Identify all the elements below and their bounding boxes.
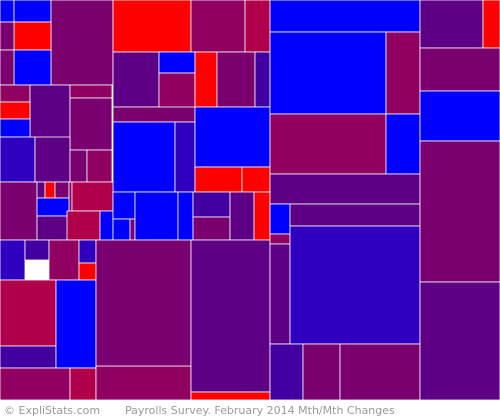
treemap-tile[interactable]	[129, 218, 136, 241]
treemap-tile[interactable]	[0, 118, 31, 138]
treemap-tile[interactable]	[99, 210, 114, 241]
treemap-tile[interactable]	[269, 243, 291, 345]
treemap-tile[interactable]	[269, 113, 387, 175]
treemap-chart	[0, 0, 500, 400]
treemap-tile[interactable]	[36, 215, 70, 241]
treemap-tile[interactable]	[216, 51, 256, 108]
treemap-tile[interactable]	[134, 191, 179, 241]
treemap-tile[interactable]	[419, 281, 500, 400]
treemap-tile[interactable]	[55, 279, 97, 369]
treemap-tile[interactable]	[419, 90, 500, 142]
treemap-tile[interactable]	[69, 84, 113, 99]
treemap-tile[interactable]	[254, 51, 271, 108]
treemap-tile[interactable]	[86, 149, 113, 183]
treemap-tile[interactable]	[241, 166, 271, 193]
treemap-tile[interactable]	[419, 140, 500, 283]
footer-credit: © ExpliStats.com	[4, 404, 101, 417]
treemap-tile[interactable]	[269, 0, 421, 33]
treemap-tile[interactable]	[50, 0, 114, 86]
treemap-tile[interactable]	[192, 191, 231, 218]
treemap-tile[interactable]	[71, 181, 114, 212]
treemap-tile[interactable]	[36, 181, 46, 199]
treemap-tile[interactable]	[0, 21, 15, 51]
treemap-tile[interactable]	[29, 84, 71, 139]
treemap-tile[interactable]	[112, 51, 160, 108]
treemap-tile[interactable]	[419, 0, 484, 49]
treemap-tile[interactable]	[244, 0, 271, 53]
treemap-tile[interactable]	[229, 191, 255, 241]
treemap-tile[interactable]	[482, 0, 500, 49]
treemap-tile[interactable]	[289, 225, 421, 345]
treemap-tile[interactable]	[302, 343, 341, 400]
treemap-tile[interactable]	[385, 113, 421, 175]
treemap-tile[interactable]	[112, 106, 196, 123]
footer: © ExpliStats.com Payrolls Survey. Februa…	[0, 402, 500, 420]
treemap-tile[interactable]	[0, 136, 36, 183]
treemap-tile[interactable]	[13, 49, 52, 86]
treemap-tile[interactable]	[112, 121, 176, 193]
treemap-tile[interactable]	[158, 51, 196, 74]
treemap-tile[interactable]	[0, 239, 26, 281]
treemap-tile[interactable]	[13, 0, 52, 23]
treemap-tile[interactable]	[194, 106, 271, 168]
chart-caption: Payrolls Survey. February 2014 Mth/Mth C…	[125, 404, 395, 417]
treemap-tile[interactable]	[289, 203, 421, 227]
treemap-tile[interactable]	[190, 239, 271, 393]
treemap-tile[interactable]	[253, 191, 271, 241]
treemap-tile[interactable]	[69, 149, 88, 183]
treemap-tile[interactable]	[48, 239, 80, 281]
treemap-tile[interactable]	[194, 166, 243, 193]
treemap-tile[interactable]	[174, 121, 196, 193]
treemap-tile[interactable]	[192, 216, 231, 241]
treemap-tile[interactable]	[0, 84, 31, 103]
treemap-tile[interactable]	[112, 0, 192, 53]
treemap-tile[interactable]	[0, 367, 71, 400]
treemap-tile[interactable]	[69, 97, 113, 151]
treemap-tile[interactable]	[194, 51, 218, 108]
treemap-tile[interactable]	[95, 365, 192, 400]
treemap-tile[interactable]	[78, 239, 97, 264]
treemap-tile[interactable]	[44, 181, 56, 199]
treemap-tile[interactable]	[190, 0, 246, 53]
treemap-tile[interactable]	[78, 262, 97, 281]
treemap-tile[interactable]	[36, 197, 70, 217]
treemap-tile[interactable]	[66, 210, 101, 241]
treemap-tile[interactable]	[95, 239, 192, 367]
treemap-tile[interactable]	[0, 345, 57, 369]
treemap-tile[interactable]	[0, 181, 38, 241]
treemap-tile[interactable]	[339, 343, 421, 400]
treemap-tile[interactable]	[269, 173, 421, 205]
treemap-tile[interactable]	[24, 239, 50, 261]
treemap-tile[interactable]	[0, 279, 57, 347]
treemap-tile[interactable]	[177, 191, 194, 241]
treemap-tile[interactable]	[269, 233, 291, 245]
treemap-tile[interactable]	[190, 391, 271, 400]
treemap-tile[interactable]	[269, 31, 387, 115]
treemap-tile[interactable]	[0, 101, 31, 120]
treemap-tile[interactable]	[54, 181, 70, 199]
treemap-tile[interactable]	[69, 367, 97, 400]
treemap-tile[interactable]	[13, 21, 52, 51]
treemap-tile[interactable]	[112, 218, 131, 241]
treemap-tile[interactable]	[34, 136, 71, 183]
treemap-tile[interactable]	[0, 49, 15, 86]
treemap-tile[interactable]	[112, 191, 136, 220]
treemap-tile[interactable]	[269, 203, 291, 235]
treemap-tile[interactable]	[419, 47, 500, 92]
treemap-tile[interactable]	[0, 0, 15, 23]
treemap-tile[interactable]	[269, 343, 304, 400]
treemap-tile[interactable]	[385, 31, 421, 115]
